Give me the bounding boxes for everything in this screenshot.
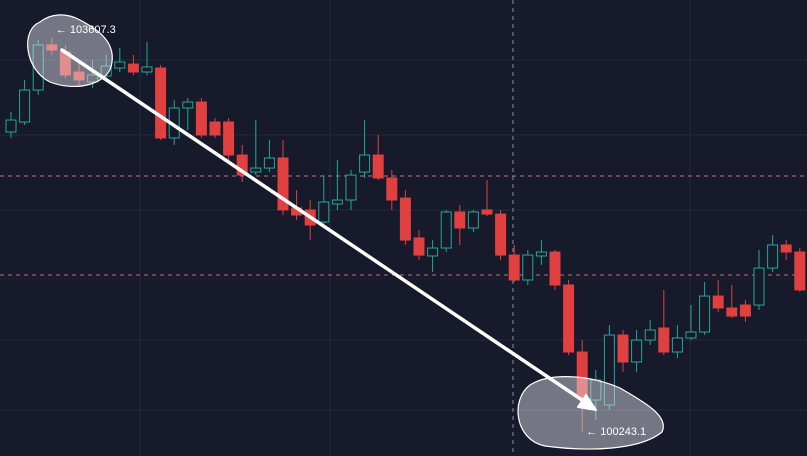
candle-body <box>209 121 221 136</box>
candle-body <box>508 254 520 281</box>
candle-body <box>712 295 724 309</box>
candle-body <box>603 334 615 406</box>
candle-body <box>155 67 167 139</box>
candle-body <box>739 304 751 317</box>
candle-body <box>263 157 275 169</box>
candle-body <box>195 101 207 136</box>
candle-body <box>685 331 697 339</box>
candle-body <box>753 267 765 306</box>
candle-body <box>617 334 629 363</box>
candle-body <box>236 154 248 176</box>
candle-body <box>413 237 425 256</box>
candle-body <box>141 66 153 73</box>
candle-body <box>386 177 398 201</box>
candle-body <box>127 63 139 73</box>
candles <box>5 38 806 432</box>
candle-body <box>114 61 126 69</box>
candle-body <box>495 213 507 256</box>
candle-body <box>182 101 194 109</box>
candle-body <box>399 197 411 241</box>
highlight <box>517 376 664 450</box>
candle-body <box>87 74 99 83</box>
candle-body <box>46 44 58 51</box>
candle-body <box>331 199 343 205</box>
price-label: ← 100243.1 <box>586 426 646 438</box>
candle-body <box>359 154 371 173</box>
candle-body <box>250 167 262 173</box>
candle-body <box>440 211 452 249</box>
candle-body <box>563 284 575 353</box>
candle-body <box>794 251 806 291</box>
candle-body <box>631 339 643 363</box>
candle-body <box>454 211 466 229</box>
candle-body <box>73 71 85 81</box>
candle-body <box>5 119 17 133</box>
candle-body <box>726 307 738 317</box>
candle-body <box>644 329 656 341</box>
candle-body <box>467 211 479 229</box>
candle-body <box>549 251 561 286</box>
candle-body <box>658 327 670 353</box>
candle-body <box>522 254 534 281</box>
candle-body <box>535 251 547 257</box>
price-label: ← 103607.3 <box>56 24 116 36</box>
candle-body <box>767 244 779 269</box>
candle-body <box>780 244 792 253</box>
candle-body <box>223 121 235 156</box>
candle-body <box>427 247 439 257</box>
arrow-head <box>577 394 597 411</box>
candle-body <box>699 295 711 333</box>
candle-body <box>32 44 44 91</box>
candle-body <box>345 174 357 201</box>
candle-body <box>318 201 330 223</box>
candle-body <box>277 157 289 211</box>
candle-body <box>19 89 31 123</box>
candle-body <box>481 209 493 215</box>
candle-body <box>372 154 384 179</box>
arrow <box>60 48 590 406</box>
candle-body <box>671 337 683 353</box>
